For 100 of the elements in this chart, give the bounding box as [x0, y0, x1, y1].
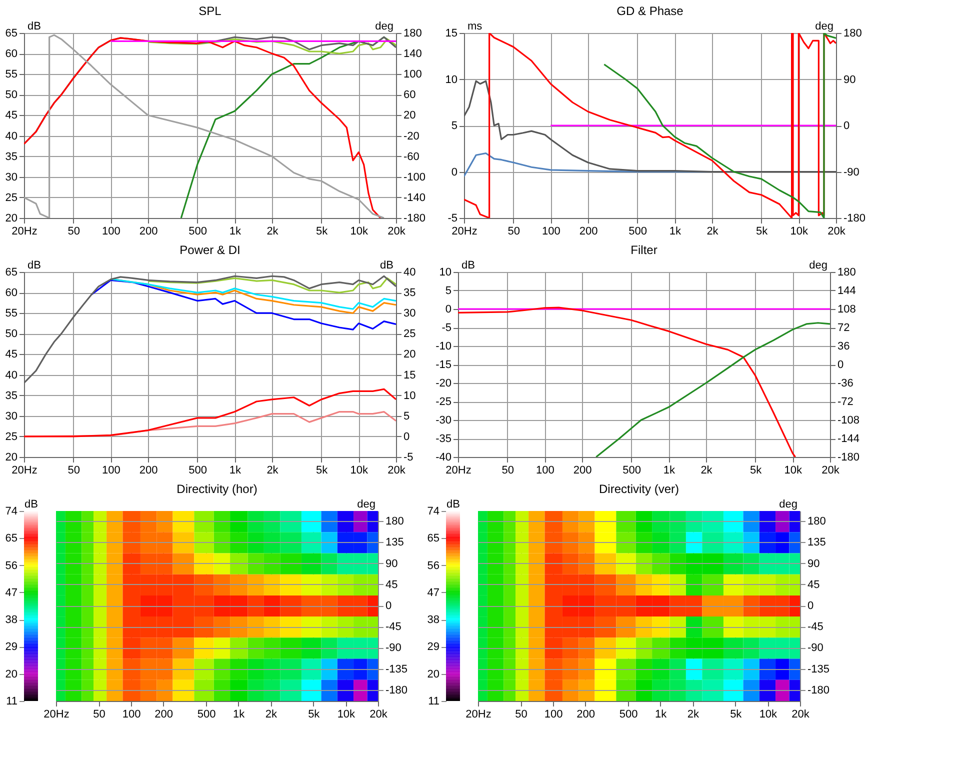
y-tick-label: 10	[439, 266, 452, 278]
y2-tick-label: -36	[838, 378, 854, 390]
x-tick-label: 2k	[266, 226, 279, 238]
y-tick-label: 55	[5, 68, 18, 81]
y-tick-label: 45	[5, 348, 18, 361]
y-tick-label: 55	[5, 308, 18, 320]
x-tick-label: 20k	[822, 464, 840, 476]
y-tick-label: -135	[386, 663, 408, 676]
y2-tick-label: -140	[404, 192, 426, 204]
x-tick-label: 2k	[266, 464, 279, 476]
chart-title: Directivity (ver)	[599, 482, 679, 496]
y-tick-label: 0	[445, 304, 452, 316]
x-tick-label: 2k	[687, 708, 700, 720]
x-tick-label: 20Hz	[466, 708, 492, 720]
y2-tick-label: 100	[404, 68, 422, 81]
x-tick-label: 50	[515, 708, 528, 720]
x-tick-label: 20k	[792, 708, 810, 720]
y-tick-label: 5	[445, 285, 452, 297]
color-bar-title: dB	[24, 498, 38, 510]
x-tick-label: 50	[502, 464, 514, 476]
x-tick-label: 20Hz	[12, 464, 38, 476]
y-tick-label: -5	[448, 212, 458, 224]
y2-tick-label: 180	[838, 266, 856, 278]
color-bar-label: 56	[427, 560, 440, 572]
y-tick-label: -10	[436, 340, 452, 352]
y2-tick-label: 0	[844, 120, 850, 132]
y2-tick-label: 20	[404, 110, 416, 122]
y-tick-label: -35	[436, 433, 452, 445]
y-tick-label: -90	[386, 642, 402, 654]
x-tick-label: 100	[536, 464, 554, 476]
y-tick-label: 65	[5, 266, 18, 278]
x-tick-label: 200	[139, 464, 158, 476]
x-tick-label: 2k	[706, 226, 719, 238]
y2-tick-label: 144	[838, 285, 856, 297]
y-tick-label: 20	[5, 452, 18, 464]
x-tick-label: 10k	[784, 464, 803, 476]
color-bar-label: 11	[428, 696, 440, 708]
y-tick-label: 45	[5, 110, 18, 122]
y2-tick-label: 72	[838, 322, 850, 334]
y2-tick-label: 90	[844, 74, 856, 86]
y-tick-label: -5	[442, 322, 452, 334]
y-tick-label: 180	[808, 516, 826, 528]
y-tick-label: 25	[5, 430, 18, 443]
color-bar-label: 38	[427, 614, 440, 626]
color-bar-label: 11	[6, 696, 18, 708]
y-tick-label: 65	[5, 28, 18, 40]
y2-tick-label: 36	[838, 340, 850, 352]
y-tick-label: 35	[5, 390, 18, 402]
chart-title: Directivity (hor)	[176, 482, 258, 496]
x-tick-label: 200	[573, 464, 592, 476]
y2-axis-title: deg	[809, 260, 828, 272]
chart-title: Power & DI	[180, 243, 240, 257]
x-tick-label: 200	[154, 708, 174, 720]
x-tick-label: 50	[508, 226, 520, 238]
y2-tick-label: 140	[404, 48, 422, 60]
y-tick-label: 10	[445, 74, 458, 86]
y-tick-label: 60	[5, 287, 18, 300]
x-tick-label: 5k	[308, 708, 320, 720]
x-tick-label: 500	[628, 226, 648, 238]
x-tick-label: 100	[544, 708, 563, 720]
x-tick-label: 1k	[655, 708, 668, 720]
x-tick-label: 20k	[388, 464, 406, 476]
y2-tick-label: -180	[404, 212, 426, 224]
y-tick-label: 45	[386, 578, 398, 591]
color-bar-label: 74	[427, 506, 440, 518]
x-tick-label: 500	[188, 464, 208, 476]
y-axis-title: ms	[468, 20, 483, 32]
y-tick-label: 25	[5, 192, 18, 204]
y-tick-label: 135	[808, 536, 826, 549]
chart-title: GD & Phase	[616, 4, 684, 18]
y2-tick-label: -108	[838, 414, 860, 426]
x-tick-label: 1k	[663, 464, 676, 476]
y2-tick-label: 30	[404, 308, 416, 320]
x-tick-label: 1k	[229, 464, 242, 476]
x-tick-label: 1k	[233, 708, 246, 720]
y2-tick-label: -100	[404, 171, 426, 184]
y-tick-label: 60	[5, 48, 18, 60]
color-bar-title: dB	[446, 498, 460, 510]
x-tick-label: 10k	[337, 708, 356, 720]
y2-axis-title: dB	[380, 260, 394, 272]
x-tick-label: 1k	[229, 226, 242, 238]
color-bar-label: 29	[427, 641, 440, 654]
x-tick-label: 20k	[370, 708, 388, 720]
x-tick-label: 10k	[350, 226, 369, 238]
y-tick-label: 40	[5, 130, 18, 142]
y2-tick-label: -72	[838, 396, 854, 408]
y-tick-label: 35	[5, 150, 18, 163]
x-tick-label: 5k	[316, 464, 328, 476]
y-tick-label: 30	[5, 171, 18, 184]
y2-tick-label: -20	[404, 130, 420, 142]
y-tick-label: 135	[386, 536, 404, 549]
y2-tick-label: 25	[404, 328, 416, 340]
y-tick-label: 90	[386, 558, 398, 570]
x-tick-label: 5k	[756, 226, 768, 238]
x-tick-label: 1k	[669, 226, 682, 238]
y-tick-label: 20	[5, 212, 18, 224]
y2-tick-label: 60	[404, 89, 416, 102]
y-tick-label: -40	[436, 452, 452, 464]
y-tick-label: 40	[5, 369, 18, 382]
y-tick-label: 50	[5, 89, 18, 102]
